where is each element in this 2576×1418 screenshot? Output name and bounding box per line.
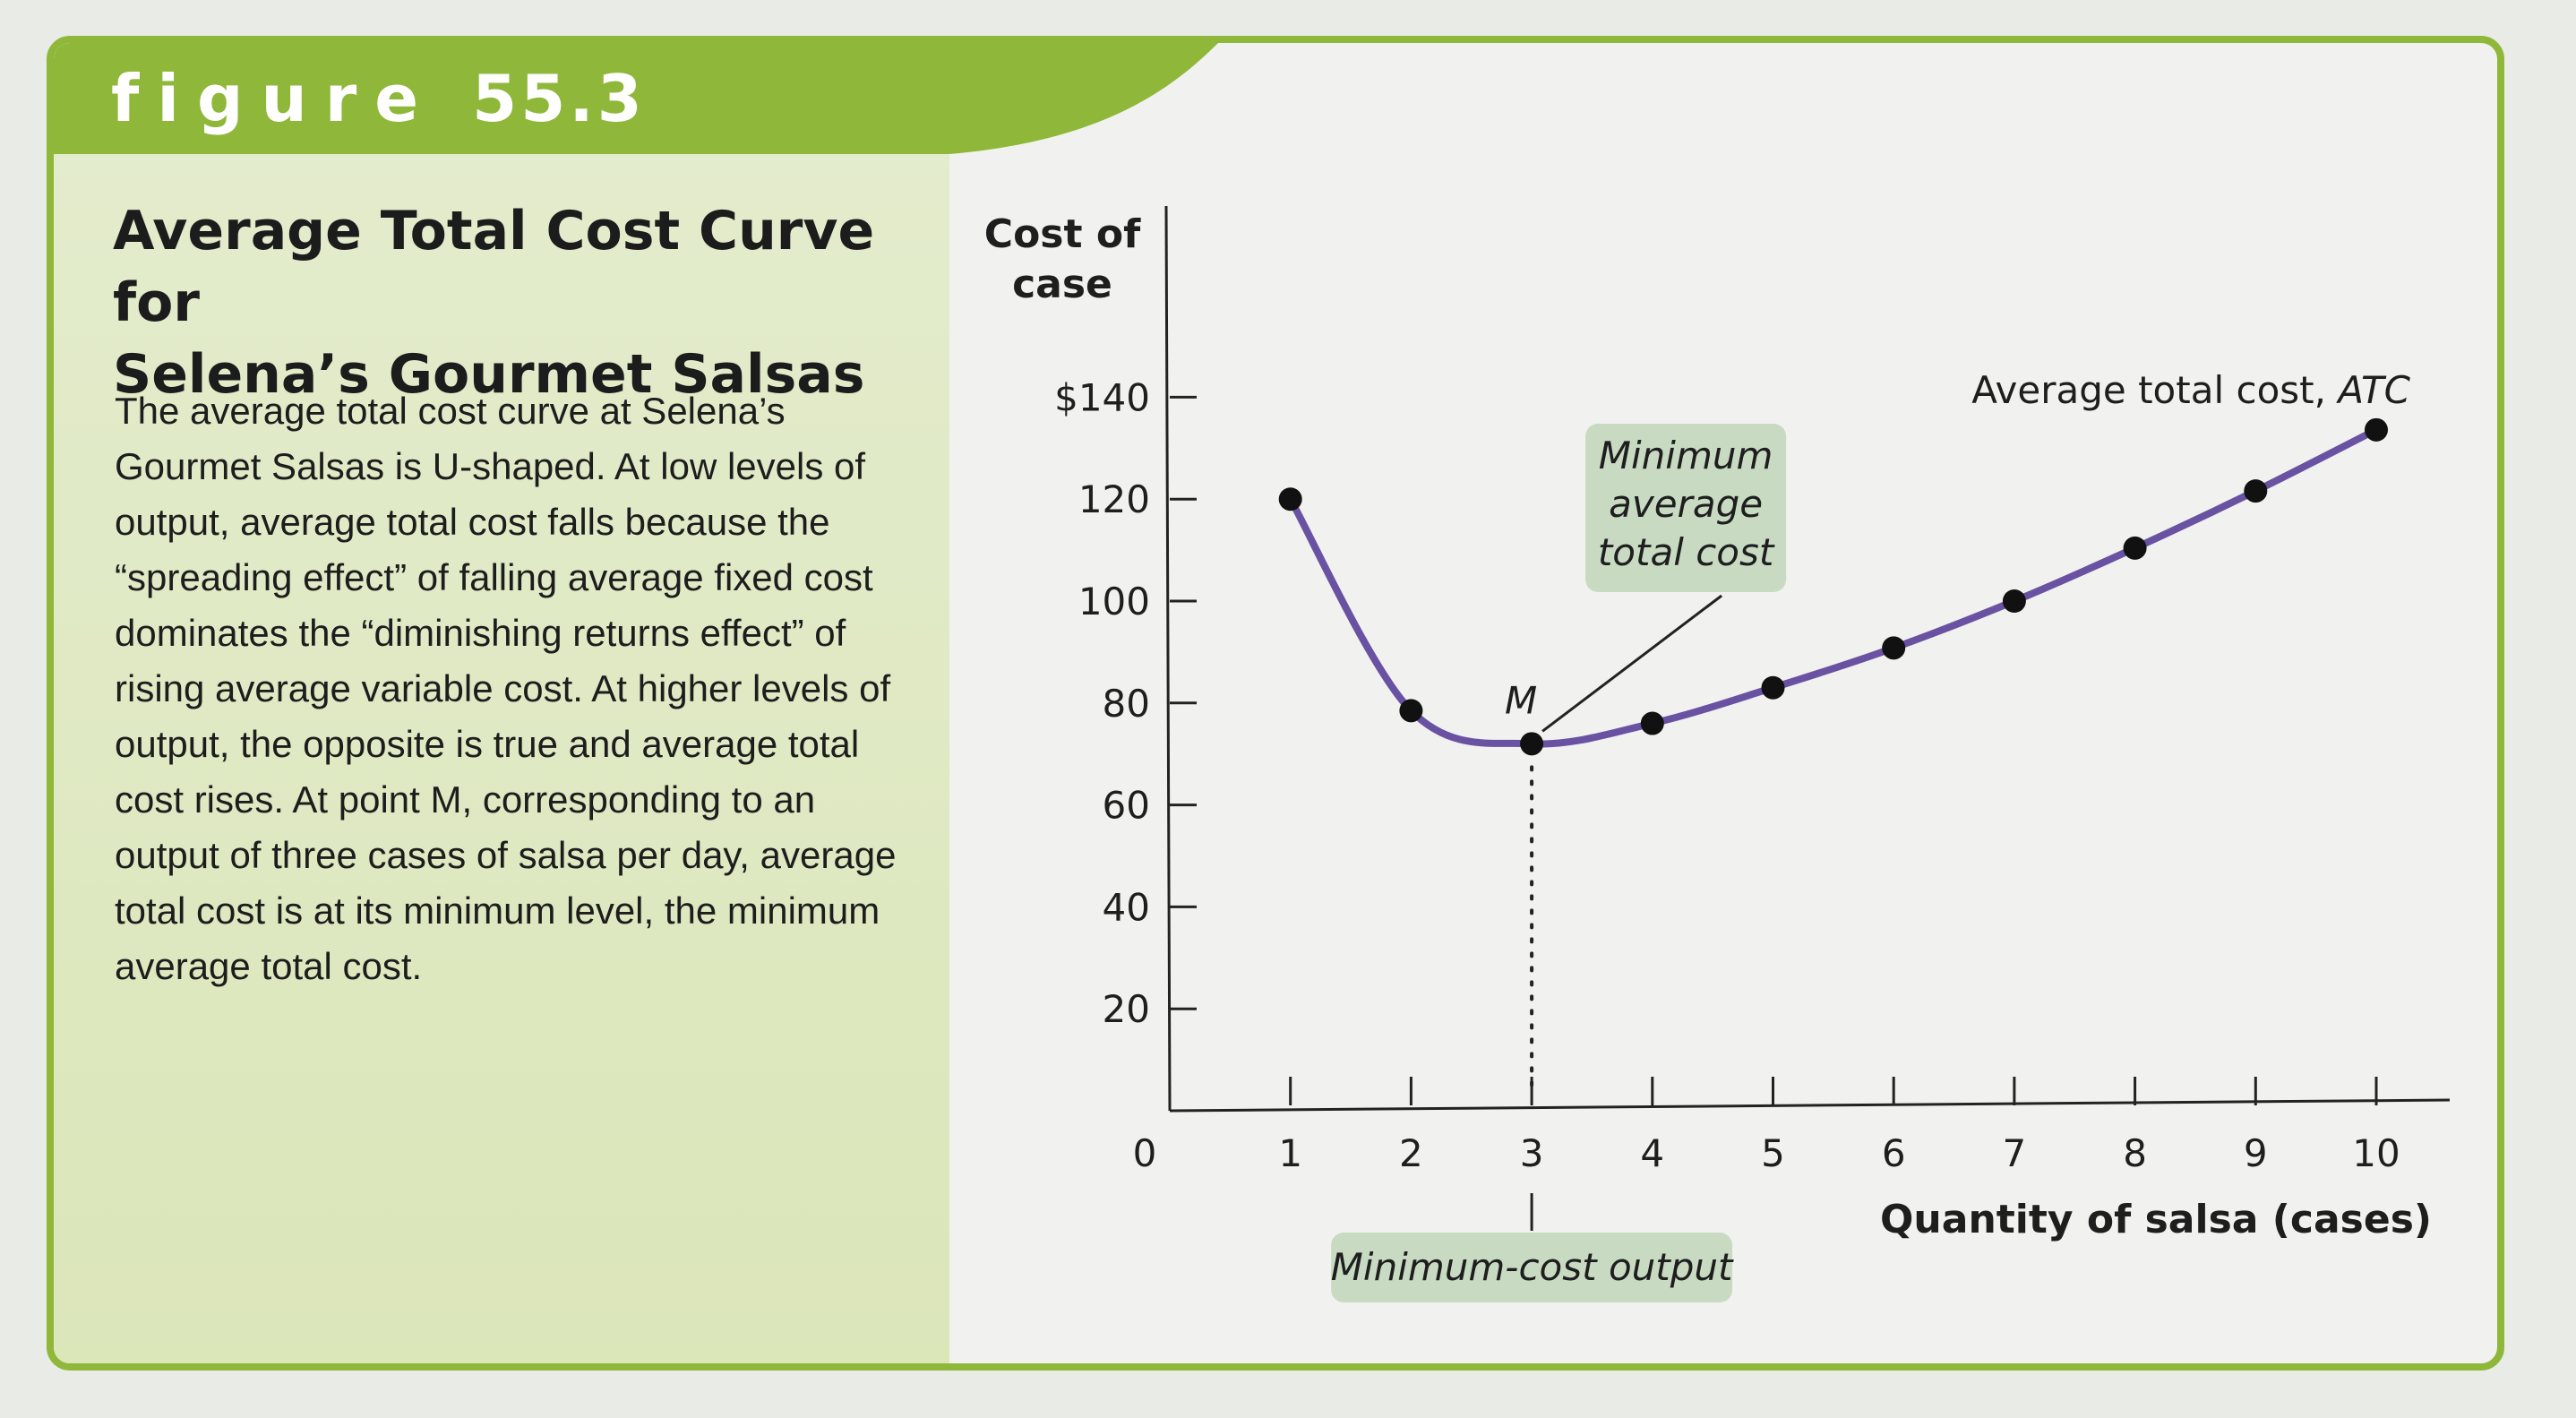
y-tick-label: 60 <box>1103 784 1150 828</box>
atc-point <box>2123 536 2147 560</box>
y-tick-label: 40 <box>1103 885 1150 929</box>
atc-point <box>1278 487 1302 511</box>
minimum-atc-callout-line2: average <box>1609 482 1763 526</box>
y-tick-label: 120 <box>1078 477 1150 521</box>
x-axis <box>1169 1098 2451 1113</box>
figure-word: figure <box>111 61 437 136</box>
atc-point <box>1520 732 1544 756</box>
figure-number: 55.3 <box>472 61 646 136</box>
figure-label: figure 55.3 <box>111 61 646 136</box>
x-tick-label: 1 <box>1278 1131 1302 1175</box>
y-axis-label-line1: Cost of <box>984 211 1141 257</box>
minimum-cost-output-callout-text: Minimum-cost output <box>1331 1245 1734 1289</box>
x-tick-label: 7 <box>2003 1131 2027 1175</box>
atc-points <box>1278 417 2388 756</box>
x-tick-label: 9 <box>2244 1131 2268 1175</box>
x-tick-label: 5 <box>1761 1131 1785 1175</box>
atc-series-label-prefix: Average total cost, <box>1971 368 2338 412</box>
atc-point <box>1399 699 1423 723</box>
x-tick-label: 2 <box>1399 1131 1423 1175</box>
y-axis-label-line2: case <box>1012 262 1112 307</box>
x-ticks: 0 1 2 3 4 5 6 7 8 9 10 <box>1133 1077 2400 1175</box>
y-tick-label: 80 <box>1103 682 1150 726</box>
atc-series-label: Average total cost, ATC <box>1971 368 2410 412</box>
atc-series-label-italic: ATC <box>2335 368 2410 412</box>
figure-caption: The average total cost curve at Selena’s… <box>115 390 897 987</box>
y-tick-label: 100 <box>1078 580 1150 623</box>
atc-point <box>2365 417 2388 442</box>
x-tick-label: 0 <box>1133 1131 1157 1175</box>
point-m-label: M <box>1505 678 1537 722</box>
y-ticks: 20 40 60 80 100 120 $140 <box>1054 375 1197 1031</box>
x-tick-label: 8 <box>2123 1131 2147 1175</box>
atc-point <box>2002 589 2026 613</box>
minimum-atc-callout: Minimum average total cost <box>1585 424 1787 592</box>
minimum-cost-output-callout-box <box>1331 1233 1733 1302</box>
minimum-atc-callout-box <box>1585 424 1787 592</box>
atc-point <box>1882 636 1906 660</box>
atc-point <box>1640 711 1664 735</box>
figure-title-line2: Selena’s Gourmet Salsas <box>113 343 865 406</box>
x-tick-label: 10 <box>2352 1131 2400 1175</box>
figure-title-line1: Average Total Cost Curve for <box>113 200 875 334</box>
x-tick-label: 3 <box>1520 1131 1544 1175</box>
atc-curve <box>1286 425 2380 748</box>
x-tick-label: 4 <box>1640 1131 1664 1175</box>
minimum-atc-callout-line3: total cost <box>1598 530 1775 574</box>
minimum-atc-callout-line1: Minimum <box>1599 434 1773 477</box>
y-tick-label: $140 <box>1054 375 1150 419</box>
atc-point <box>1761 675 1785 700</box>
y-tick-label: 20 <box>1103 987 1150 1031</box>
x-tick-label: 6 <box>1882 1131 1906 1175</box>
figure-frame: figure 55.3 Average Total Cost Curve for S… <box>47 36 2504 1371</box>
atc-point <box>2244 479 2268 503</box>
caption-panel <box>54 43 949 1363</box>
figure-title: Average Total Cost Curve for Selena’s Gou… <box>113 195 919 410</box>
x-axis-label: Quantity of salsa (cases) <box>1880 1197 2432 1242</box>
figure-header-band <box>54 43 1218 154</box>
chart-axes <box>1164 205 2451 1113</box>
minimum-cost-output-callout: Minimum-cost output <box>1331 1233 1734 1302</box>
y-axis <box>1164 205 1172 1112</box>
minimum-atc-leader-line <box>1541 594 1723 733</box>
